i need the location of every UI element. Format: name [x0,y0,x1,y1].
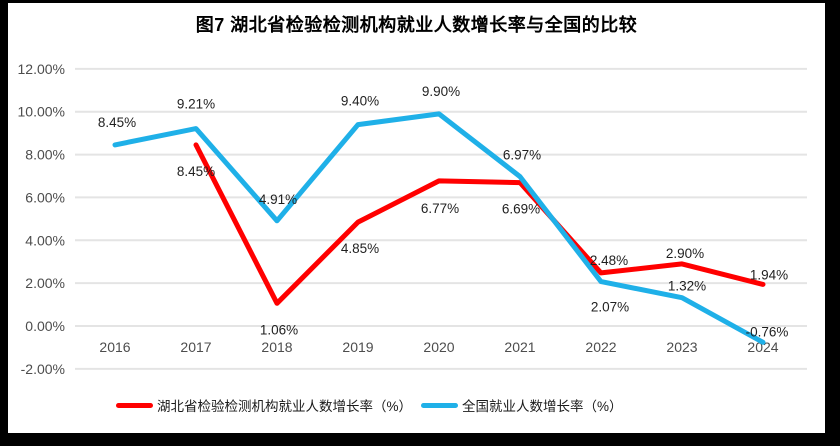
legend-label-hubei: 湖北省检验检测机构就业人数增长率（%） [157,399,413,414]
x-axis-tick-label: 2022 [585,339,616,355]
legend-item-national: 全国就业人数增长率（%） [421,395,623,415]
data-label: 4.85% [341,241,379,256]
y-axis-tick-label: -2.00% [21,361,65,377]
x-axis-tick-label: 2016 [99,339,130,355]
y-axis-tick-label: 2.00% [25,275,65,291]
data-label: 2.90% [666,246,704,261]
legend-label-national: 全国就业人数增长率（%） [462,399,623,414]
data-label: 9.21% [177,97,215,112]
y-axis-tick-label: 4.00% [25,232,65,248]
series-line-0 [193,142,766,306]
x-axis-tick-label: 2017 [180,339,211,355]
x-axis-tick-label: 2019 [342,339,373,355]
data-label: -0.76% [746,324,789,339]
x-axis-tick-label: 2018 [261,339,292,355]
data-label: 1.32% [668,279,706,294]
chart-legend: 湖北省检验检测机构就业人数增长率（%） 全国就业人数增长率（%） [116,396,623,414]
legend-item-hubei: 湖北省检验检测机构就业人数增长率（%） [116,395,412,415]
data-label: 8.45% [98,115,136,130]
y-axis-tick-label: 12.00% [18,61,65,77]
data-label: 2.48% [590,253,628,268]
y-axis-tick-label: 6.00% [25,189,65,205]
data-label: 9.90% [422,84,460,99]
x-axis-tick-label: 2023 [666,339,697,355]
national-series-swatch-icon [421,402,459,408]
x-axis-tick-label: 2024 [747,339,778,355]
hubei-series-swatch-icon [116,402,153,408]
data-label: 6.77% [421,201,459,216]
data-label: 8.45% [177,164,215,179]
data-label: 6.69% [502,202,540,217]
x-axis-tick-label: 2021 [504,339,535,355]
y-axis-tick-label: 8.00% [25,147,65,163]
chart-background [8,3,825,433]
data-label: 1.94% [750,267,788,282]
data-label: 6.97% [503,148,541,163]
data-label: 2.07% [591,300,629,315]
x-axis-tick-label: 2020 [423,339,454,355]
y-axis-tick-label: 10.00% [18,104,65,120]
data-label: 4.91% [259,192,297,207]
data-label: 9.40% [341,94,379,109]
series-line-1 [112,111,766,345]
chart-title: 图7 湖北省检验检测机构就业人数增长率与全国的比较 [195,15,638,35]
data-label: 1.06% [260,322,298,337]
y-axis-tick-label: 0.00% [25,318,65,334]
